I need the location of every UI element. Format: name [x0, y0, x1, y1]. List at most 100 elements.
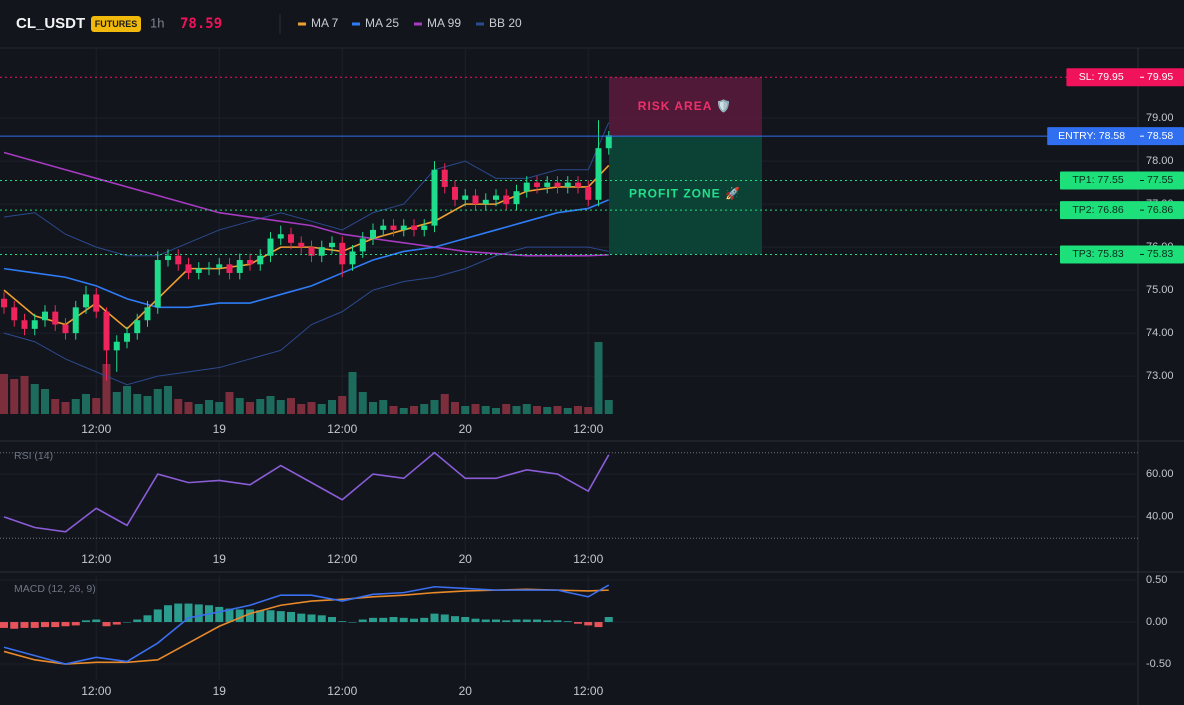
- volume-bar: [215, 402, 224, 414]
- level-tag-label: TP1: 77.55: [1072, 174, 1124, 186]
- candle-body: [380, 225, 387, 230]
- candle-body: [236, 260, 243, 273]
- candle-body: [185, 264, 192, 273]
- volume-bar: [522, 404, 531, 414]
- volume-bar: [246, 402, 254, 414]
- x-tick-label: 19: [213, 684, 227, 698]
- volume-bar: [420, 404, 429, 414]
- zone: [609, 77, 762, 137]
- volume-bar: [440, 394, 449, 414]
- x-tick-label: 12:00: [327, 552, 357, 566]
- candle-body: [52, 311, 59, 325]
- volume-bar: [92, 398, 101, 414]
- candle-body: [472, 195, 479, 205]
- candle-body: [421, 225, 428, 230]
- histogram-bar: [584, 622, 593, 626]
- histogram-bar: [235, 609, 244, 623]
- candle-body: [1, 298, 7, 308]
- candle-body: [257, 255, 264, 265]
- legend-label: MA 99: [427, 16, 461, 30]
- volume-bar: [102, 364, 111, 414]
- candle-body: [277, 234, 284, 239]
- volume-bar: [543, 407, 552, 414]
- histogram-bar: [266, 610, 275, 623]
- histogram-bar: [174, 603, 183, 623]
- histogram-bar: [225, 608, 234, 623]
- candle-body: [62, 324, 69, 334]
- histogram-bar: [533, 619, 541, 623]
- volume-bar: [82, 394, 90, 414]
- volume-bar: [143, 396, 152, 414]
- legend-label: MA 7: [311, 16, 339, 30]
- candle-body: [21, 320, 28, 329]
- volume-bar: [471, 404, 480, 414]
- candle-body: [503, 195, 510, 205]
- y-tick-label: 40.00: [1146, 511, 1174, 523]
- histogram-bar: [461, 617, 470, 623]
- histogram-bar: [594, 622, 603, 628]
- x-tick-label: 20: [459, 552, 473, 566]
- volume-bar: [584, 407, 593, 414]
- candle-body: [411, 225, 417, 230]
- histogram-bar: [604, 617, 613, 623]
- candle-body: [206, 267, 212, 269]
- histogram-bar: [502, 620, 511, 623]
- candle-body: [31, 320, 38, 329]
- histogram-bar: [563, 621, 572, 623]
- volume-bar: [379, 400, 388, 414]
- x-tick-label: 12:00: [573, 422, 603, 436]
- candle-body: [564, 182, 571, 187]
- histogram-bar: [317, 615, 326, 623]
- candle-body: [585, 186, 592, 200]
- candle-body: [339, 242, 346, 265]
- level-tag: [1066, 68, 1184, 87]
- candle-body: [595, 148, 602, 200]
- zone-label: RISK AREA 🛡️: [638, 99, 732, 113]
- volume-bar: [399, 408, 408, 414]
- histogram-bar: [574, 622, 582, 624]
- candle-body: [93, 294, 100, 312]
- candle-body: [349, 251, 356, 265]
- histogram-bar: [164, 605, 172, 623]
- y-tick-label: 0.00: [1146, 616, 1167, 628]
- x-tick-label: 20: [459, 422, 473, 436]
- volume-bar: [20, 376, 29, 414]
- x-tick-label: 12:00: [327, 422, 357, 436]
- histogram-bar: [328, 617, 336, 623]
- histogram-bar: [297, 613, 306, 623]
- candle-body: [195, 268, 202, 273]
- level-tag-label: TP3: 75.83: [1072, 248, 1124, 260]
- timeframe: 1h: [150, 15, 164, 30]
- candle-body: [431, 169, 438, 226]
- histogram-bar: [389, 617, 398, 623]
- level-tag-price: 76.86: [1147, 204, 1173, 216]
- histogram-bar: [276, 611, 285, 623]
- indicator-line: [3, 584, 610, 665]
- histogram-bar: [61, 622, 70, 627]
- histogram-bar: [512, 619, 521, 623]
- histogram-bar: [143, 615, 152, 623]
- candle-body: [534, 182, 540, 187]
- candle-body: [605, 135, 612, 149]
- candle-body: [83, 294, 89, 308]
- candle-body: [216, 264, 223, 268]
- histogram-bar: [543, 620, 552, 623]
- last-price: 78.59: [180, 16, 222, 32]
- candle-body: [544, 182, 551, 187]
- histogram-bar: [51, 622, 60, 628]
- x-tick-label: 19: [213, 422, 227, 436]
- volume-bar: [430, 400, 439, 414]
- histogram-bar: [41, 622, 49, 628]
- candle-body: [247, 260, 253, 265]
- volume-bar: [594, 342, 603, 414]
- histogram-bar: [184, 603, 193, 623]
- histogram-bar: [194, 604, 203, 623]
- histogram-bar: [153, 609, 162, 623]
- candle-body: [575, 182, 581, 187]
- level-tag-price: 77.55: [1147, 174, 1173, 186]
- histogram-bar: [133, 619, 142, 623]
- candle-body: [103, 311, 110, 351]
- volume-bar: [451, 402, 459, 414]
- candle-body: [124, 333, 130, 342]
